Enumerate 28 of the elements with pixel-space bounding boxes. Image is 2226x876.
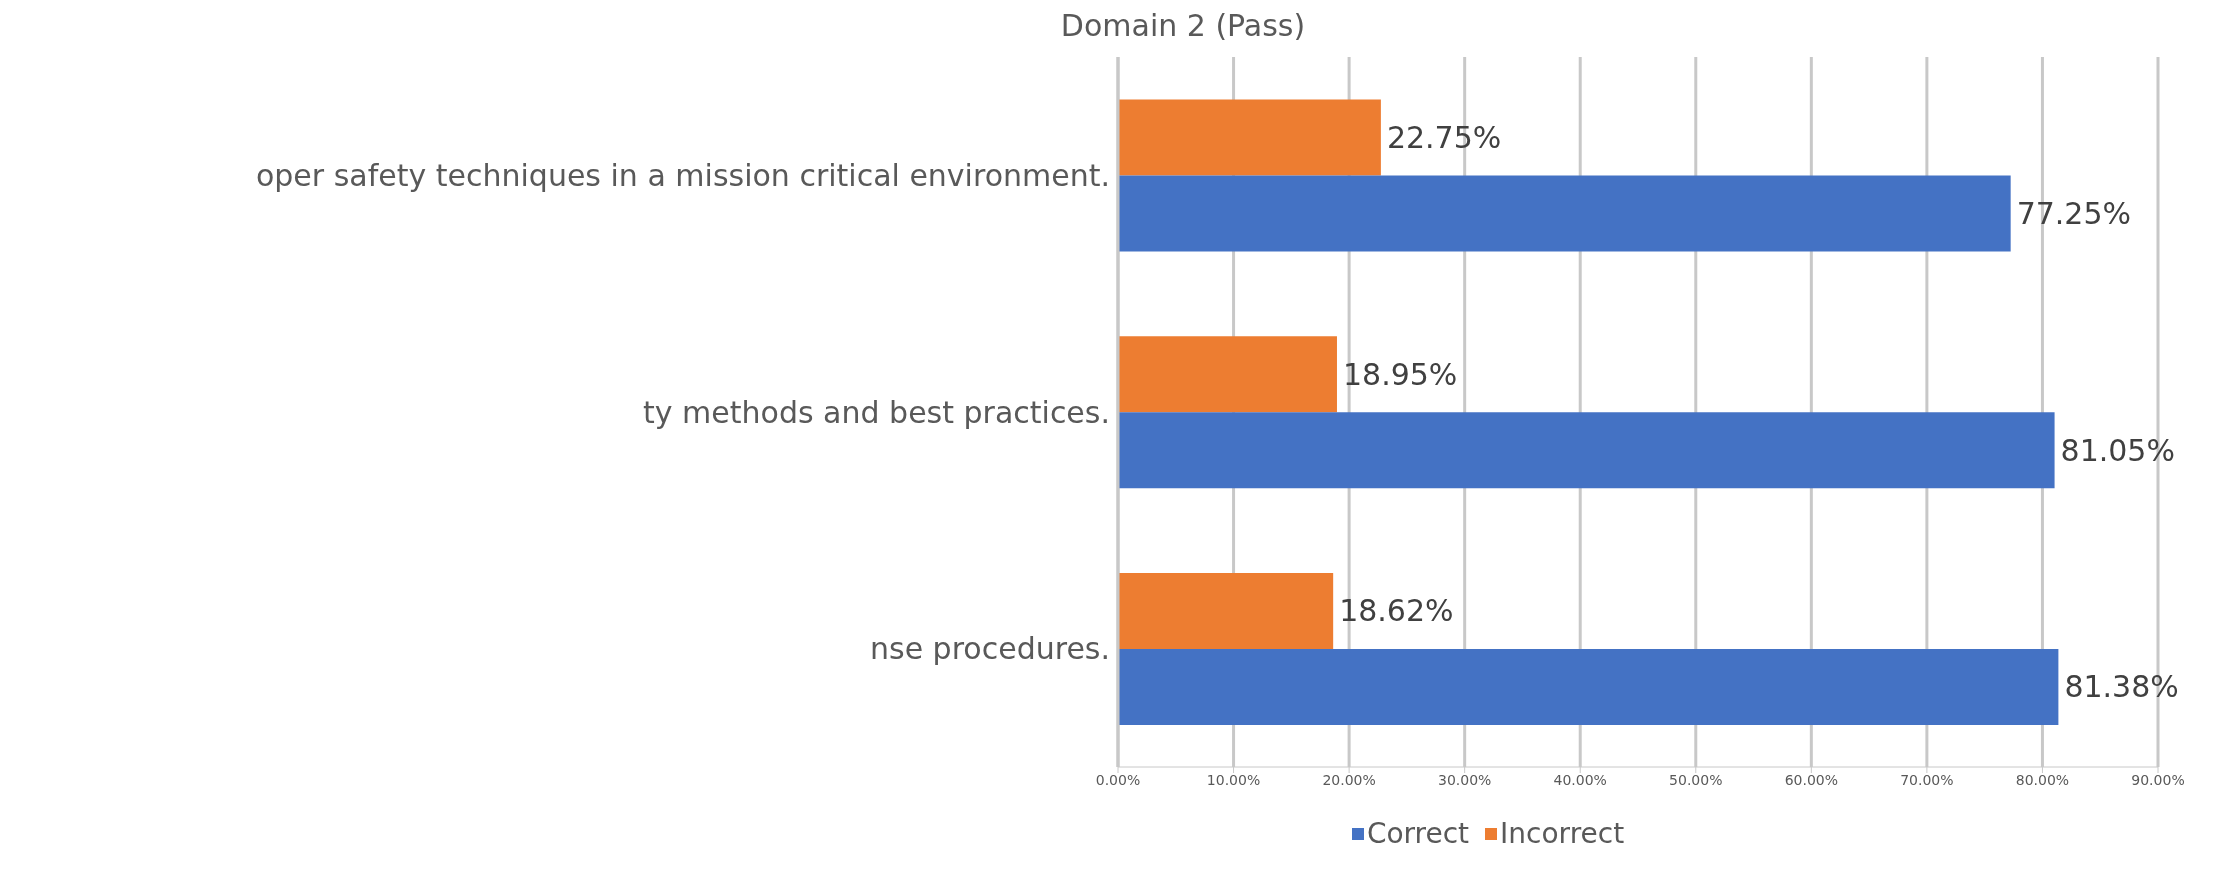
x-tick-label: 10.00% <box>1206 771 1261 788</box>
bar <box>1118 572 1334 649</box>
legend-label: Incorrect <box>1500 817 1625 850</box>
y-tick-label: ty methods and best practices. <box>643 394 1110 430</box>
x-tick-label: 30.00% <box>1437 771 1492 788</box>
data-label: 18.62% <box>1339 593 1454 629</box>
data-label: 18.95% <box>1342 356 1458 392</box>
bar <box>1118 412 2055 489</box>
data-label: 81.38% <box>2064 669 2179 705</box>
data-label: 22.75% <box>1386 120 1502 156</box>
chart-title: Domain 2 (Pass) <box>1059 8 1307 43</box>
x-tick-label: 40.00% <box>1553 771 1607 788</box>
x-tick-label: 20.00% <box>1322 771 1376 788</box>
x-tick-label: 70.00% <box>1900 771 1954 788</box>
x-tick-label: 60.00% <box>1784 771 1839 788</box>
legend-label: Correct <box>1366 817 1470 850</box>
bar <box>1118 648 2059 725</box>
x-tick-label: 0.00% <box>1095 771 1141 788</box>
bar <box>1118 99 1381 176</box>
x-tick-label: 90.00% <box>2131 771 2185 788</box>
x-tick-label: 50.00% <box>1669 771 1723 788</box>
y-tick-label: nse procedures. <box>869 631 1110 667</box>
data-label: 81.05% <box>2060 432 2175 468</box>
bar <box>1118 175 2011 252</box>
x-tick-label: 80.00% <box>2015 771 2070 788</box>
data-label: 77.25% <box>2016 196 2132 232</box>
y-tick-label: oper safety techniques in a mission critical environment. <box>255 157 1110 193</box>
bar <box>1118 336 1337 413</box>
